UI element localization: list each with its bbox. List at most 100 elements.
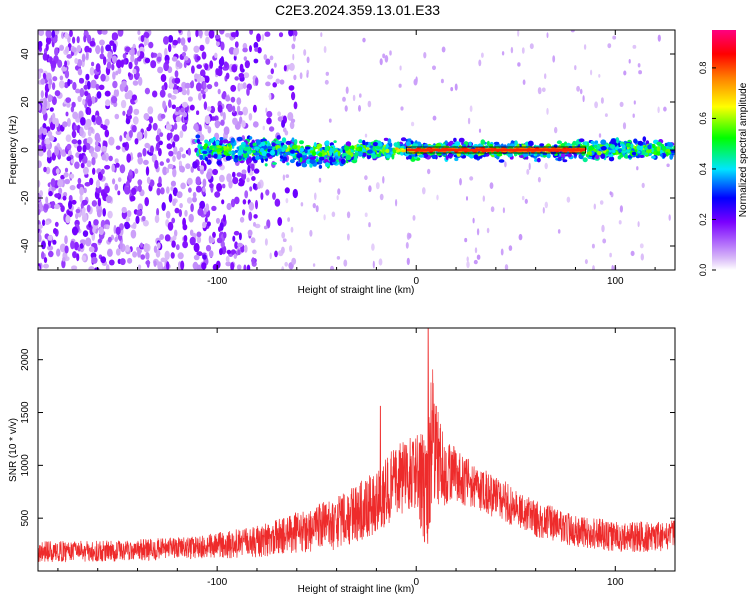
spectrogram-cell [219, 30, 225, 35]
spectrogram-cell [539, 143, 545, 147]
spectrogram-cell [262, 125, 265, 131]
spectrogram-cell [100, 168, 105, 175]
spectrogram-cell [160, 187, 165, 195]
spectrogram-cell [232, 235, 236, 242]
spectrogram-cell [68, 200, 73, 210]
spectrogram-cell [173, 122, 178, 130]
spectrogram-cell [255, 155, 260, 161]
spectrogram-cell [168, 150, 174, 157]
spectrogram-cell [464, 237, 468, 243]
spectrogram-cell [242, 106, 248, 116]
spectrogram-xtick-label: 0 [413, 276, 419, 287]
snr-panel: -100 0 100 500 1000 1500 2000 Height of straig… [8, 327, 676, 595]
spectrogram-cell [206, 221, 211, 227]
spectrogram-cell [105, 195, 112, 204]
spectrogram-cell [206, 84, 213, 90]
spectrogram-cell [469, 176, 474, 181]
spectrogram-cell [180, 182, 186, 190]
spectrogram-cell [180, 260, 185, 270]
spectrogram-cell [161, 85, 166, 91]
spectrogram-cell [277, 116, 284, 122]
spectrogram-cell [104, 185, 110, 194]
spectrogram-cell [94, 145, 101, 152]
spectrogram-cell [105, 264, 110, 270]
spectrogram-cell [196, 64, 202, 69]
spectrogram-cell [126, 210, 132, 218]
spectrogram-cell [241, 169, 247, 175]
spectrogram-cell [281, 232, 286, 239]
spectrogram-cell [209, 145, 213, 150]
spectrogram-cell [125, 118, 131, 125]
spectrogram-cell [67, 210, 73, 218]
spectrogram-cell [133, 69, 137, 75]
spectrogram-cell [647, 144, 652, 150]
spectrogram-cell [407, 138, 412, 142]
spectrogram-cell [41, 251, 45, 260]
spectrogram-cell [204, 143, 208, 148]
spectrogram-cell [510, 46, 514, 54]
spectrogram-xlabel: Height of straight line (km) [298, 285, 415, 296]
spectrogram-cell [166, 167, 170, 174]
spectrogram-cell [196, 251, 203, 257]
spectrogram-cell [247, 165, 251, 174]
spectrogram-cell [89, 66, 95, 76]
spectrogram-cell [480, 139, 486, 145]
spectrogram-cell [190, 203, 194, 213]
spectrogram-cell [266, 117, 272, 125]
spectrogram-cell [58, 80, 65, 89]
spectrogram-cell [667, 142, 674, 148]
spectrogram-cell [69, 30, 73, 37]
colorbar-tick-label: 0.0 [698, 264, 708, 277]
spectrogram-cell [93, 219, 99, 226]
spectrogram-cell [623, 70, 627, 76]
spectrogram-cell [61, 31, 65, 39]
spectrogram-cell [64, 69, 70, 79]
spectrogram-cell [208, 30, 215, 39]
spectrogram-cell [389, 50, 392, 56]
spectrogram-cell [92, 226, 96, 234]
spectrogram-cell [238, 111, 244, 116]
spectrogram-cell [206, 106, 212, 112]
spectrogram-cell [324, 146, 329, 151]
spectrogram-cell [199, 146, 204, 150]
colorbar-tick-label: 0.8 [698, 62, 708, 75]
spectrogram-cell [202, 178, 207, 188]
spectrogram-cell [66, 143, 72, 150]
spectrogram-cell [77, 177, 82, 185]
spectrogram-cell [578, 138, 585, 143]
spectrogram-cell [153, 260, 157, 268]
spectrogram-cell [630, 250, 635, 257]
spectrogram-cell [168, 193, 173, 203]
snr-xtick-label: -100 [207, 577, 227, 588]
spectrogram-cell [44, 203, 49, 211]
spectrogram-cell [112, 71, 116, 80]
spectrogram-cell [76, 45, 82, 52]
spectrogram-cell [159, 89, 166, 98]
spectrogram-cell [354, 156, 358, 161]
spectrogram-cell [637, 150, 641, 154]
spectrogram-cell [95, 63, 101, 73]
spectrogram-ytick-label: 40 [20, 48, 31, 60]
spectrogram-cell [144, 87, 150, 95]
spectrogram-cell [188, 187, 192, 193]
spectrogram-cell [109, 40, 115, 46]
spectrogram-cell [289, 245, 293, 253]
spectrogram-cell [529, 43, 534, 50]
spectrogram-cell [128, 169, 133, 176]
spectrogram-cell [158, 140, 163, 146]
spectrogram-cell [293, 74, 297, 81]
spectrogram-cell [387, 138, 392, 144]
spectrogram-cell [95, 115, 102, 126]
snr-ytick-label: 2000 [20, 348, 31, 371]
spectrogram-core-line [406, 148, 586, 152]
spectrogram-cell [146, 176, 151, 184]
spectrogram-cell [95, 179, 101, 189]
spectrogram-cell [557, 229, 561, 234]
spectrogram-cell [611, 265, 615, 270]
spectrogram-cell [47, 94, 53, 103]
spectrogram-cell [272, 82, 278, 88]
spectrogram-cell [303, 49, 307, 56]
spectrogram-cell [618, 220, 622, 225]
spectrogram-ytick-label: -20 [20, 190, 31, 205]
